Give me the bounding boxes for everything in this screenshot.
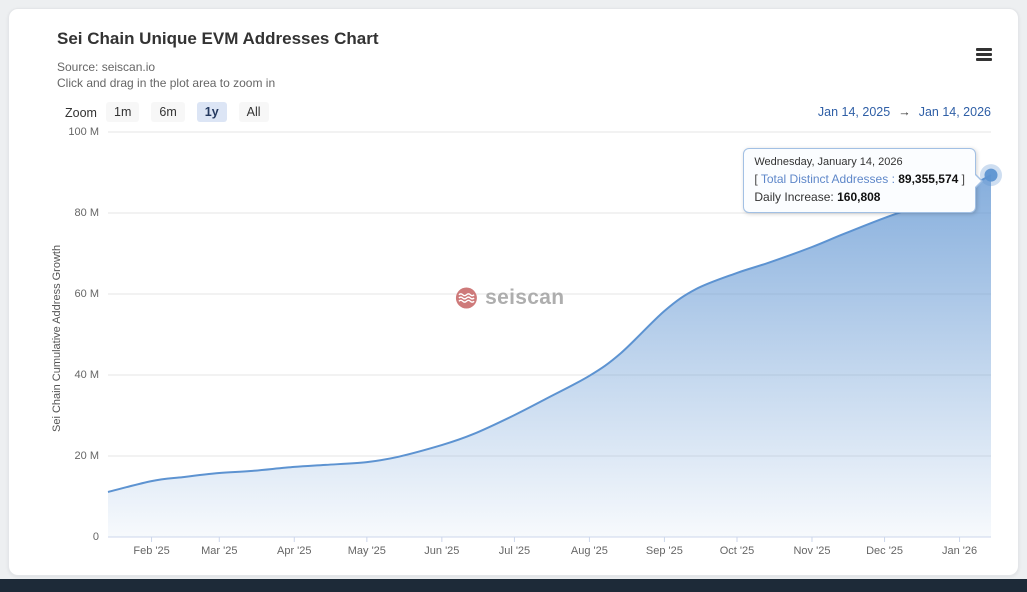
zoom-label: Zoom — [65, 106, 97, 120]
zoom-button-1y[interactable]: 1y — [196, 102, 227, 122]
y-axis-title: Sei Chain Cumulative Address Growth — [51, 244, 63, 432]
y-tick-label: 40 M — [74, 369, 99, 381]
chart-source-line: Source: seiscan.io — [57, 60, 156, 74]
range-selector-toolbar: Zoom 1m 6m 1y All Jan 14, 2025 → Jan 14, 20… — [9, 101, 1018, 125]
watermark-text: seiscan — [485, 286, 565, 310]
chart-card: Sei Chain Unique EVM Addresses Chart Sou… — [8, 8, 1019, 576]
x-tick-label: May '25 — [347, 545, 386, 557]
x-tick-label: Jul '25 — [498, 545, 531, 557]
seiscan-logo-icon — [455, 287, 477, 309]
range-from-input[interactable]: Jan 14, 2025 — [817, 105, 891, 119]
tooltip-series-label: Total Distinct Addresses : — [760, 172, 895, 186]
chart-hint-line: Click and drag in the plot area to zoom … — [57, 76, 276, 90]
x-tick-label: Nov '25 — [793, 545, 831, 557]
x-tick-label: Mar '25 — [201, 545, 238, 557]
x-tick-label: Oct '25 — [719, 545, 755, 557]
watermark: seiscan — [455, 286, 564, 310]
plot-region[interactable]: Sei Chain Cumulative Address Growth — [51, 126, 1002, 557]
x-axis-tick-marks — [151, 537, 961, 542]
footer-bar — [0, 579, 1027, 592]
tooltip-daily-label: Daily Increase: — [754, 190, 834, 204]
series-line — [107, 174, 992, 493]
series-end-marker[interactable] — [984, 168, 998, 182]
y-tick-label: 100 M — [68, 126, 99, 138]
series-area — [108, 175, 991, 537]
chart-tooltip: Wednesday, January 14, 2026 [ Total Dist… — [743, 148, 983, 213]
y-tick-label: 80 M — [74, 207, 99, 219]
x-tick-label: Sep '25 — [645, 545, 683, 557]
y-tick-label: 20 M — [74, 450, 99, 462]
tooltip-bracket-open: [ — [754, 172, 758, 186]
range-arrow-icon: → — [898, 105, 911, 119]
x-tick-label: Jan '26 — [941, 545, 978, 557]
chart-title: Sei Chain Unique EVM Addresses Chart — [57, 29, 379, 48]
context-menu-button[interactable] — [972, 39, 996, 59]
zoom-button-1m[interactable]: 1m — [106, 102, 140, 122]
range-to-input[interactable]: Jan 14, 2026 — [918, 105, 991, 119]
tooltip-date: Wednesday, January 14, 2026 — [754, 156, 903, 168]
tooltip-bracket-close: ] — [961, 172, 965, 186]
x-tick-label: Dec '25 — [866, 545, 904, 557]
zoom-button-group: 1m 6m 1y All — [106, 102, 269, 122]
x-tick-label: Aug '25 — [570, 545, 608, 557]
x-tick-label: Feb '25 — [133, 545, 170, 557]
date-range-selector: Jan 14, 2025 → Jan 14, 2026 — [818, 105, 991, 119]
tooltip-daily-value: 160,808 — [837, 190, 881, 204]
y-tick-label: 60 M — [74, 288, 99, 300]
zoom-button-all[interactable]: All — [238, 102, 269, 122]
x-tick-label: Jun '25 — [424, 545, 460, 557]
hamburger-menu-icon — [976, 48, 992, 51]
tooltip-daily-line: Daily Increase: 160,808 — [754, 190, 965, 204]
y-tick-label: 0 — [92, 531, 99, 543]
x-tick-label: Apr '25 — [277, 545, 312, 557]
zoom-button-6m[interactable]: 6m — [151, 102, 185, 122]
tooltip-series-value: 89,355,574 — [898, 172, 959, 186]
plot-area-svg[interactable] — [107, 131, 1002, 542]
tooltip-series-line: [ Total Distinct Addresses : 89,355,574 … — [754, 172, 965, 186]
